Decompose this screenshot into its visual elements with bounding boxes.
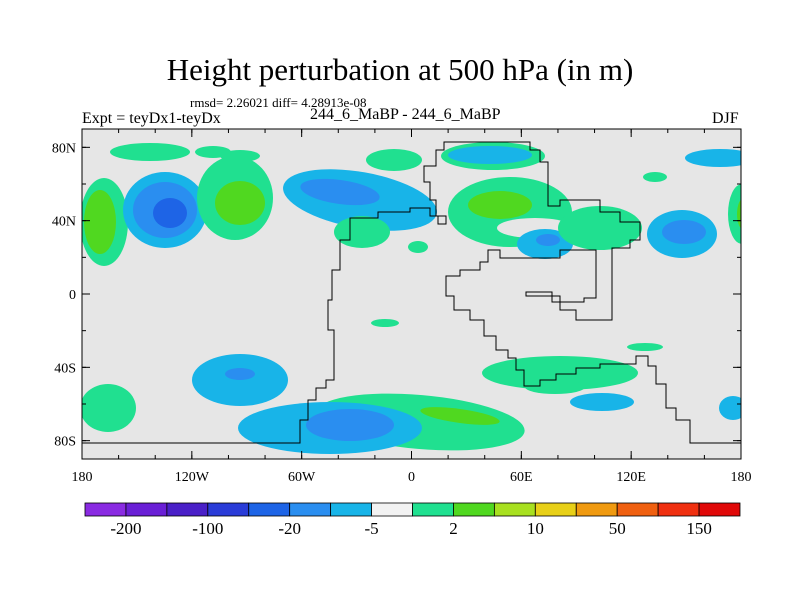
lat-tick-label: 0 — [69, 288, 76, 303]
latitude-axis: 80N 40N 0 40S 80S — [52, 141, 741, 450]
colorbar-swatch — [412, 502, 454, 517]
stats-subtitle: rmsd= 2.26021 diff= 4.28913e-08 — [190, 95, 367, 110]
lon-tick-label: 0 — [408, 470, 415, 485]
lat-tick-label: 80N — [52, 141, 76, 156]
season-label: DJF — [712, 110, 739, 127]
lon-tick-label: 180 — [72, 470, 93, 485]
contour-positive — [110, 143, 190, 161]
colorbar-swatch — [330, 502, 372, 517]
lat-tick-label: 40N — [52, 215, 76, 230]
experiment-label: Expt = teyDx1-teyDx — [82, 110, 221, 127]
colorbar: -200 -100 -20 -5 2 10 50 150 — [84, 502, 741, 538]
contour-positive — [82, 384, 136, 432]
contour-positive — [737, 199, 741, 229]
colorbar-swatch — [166, 502, 209, 517]
colorbar-label: 50 — [609, 519, 626, 538]
lon-tick-label: 180 — [731, 470, 752, 485]
contour-positive — [728, 184, 741, 244]
contour-negative — [719, 396, 741, 420]
lat-tick-label: 40S — [54, 361, 76, 376]
longitude-axis: 180 120W 60W 0 60E 120E 180 — [72, 129, 752, 485]
colorbar-swatch — [534, 502, 577, 517]
contour-negative — [225, 368, 255, 380]
colorbar-swatch — [207, 502, 250, 517]
colorbar-swatch — [493, 502, 536, 517]
colorbar-swatch — [371, 502, 413, 517]
contour-positive — [482, 356, 638, 390]
contour-negative — [536, 234, 560, 246]
colorbar-label: 2 — [449, 519, 458, 538]
lon-tick-label: 60E — [510, 470, 533, 485]
contour-positive — [334, 216, 390, 248]
contour-positive — [558, 206, 642, 250]
contour-positive — [627, 343, 663, 351]
contour-positive — [371, 319, 399, 327]
coastline — [82, 141, 741, 444]
contour-fields — [82, 142, 741, 454]
contour-negative — [300, 178, 380, 206]
colorbar-label: 150 — [686, 519, 712, 538]
colorbar-swatch — [84, 502, 127, 517]
contour-positive — [468, 191, 532, 219]
contour-negative — [662, 220, 706, 244]
colorbar-label: -200 — [110, 519, 141, 538]
colorbar-swatch — [616, 502, 659, 517]
colorbar-swatch — [289, 502, 332, 517]
contour-positive — [84, 190, 116, 254]
contour-negative — [306, 409, 394, 441]
contour-positive — [643, 172, 667, 182]
contour-positive — [525, 380, 585, 394]
plot-title: Height perturbation at 500 hPa (in m) — [166, 52, 634, 87]
colorbar-swatch — [575, 502, 618, 517]
coastlines — [82, 141, 741, 444]
colorbar-swatch — [698, 502, 741, 517]
lon-tick-label: 120W — [175, 470, 210, 485]
colorbar-label: 10 — [527, 519, 544, 538]
lon-tick-label: 60W — [288, 470, 316, 485]
contour-positive — [420, 407, 500, 425]
colorbar-swatch — [248, 502, 291, 517]
colorbar-label: -5 — [364, 519, 378, 538]
contour-negative — [448, 146, 532, 164]
colorbar-swatch — [657, 502, 700, 517]
contour-positive — [215, 181, 265, 225]
contour-negative — [570, 393, 634, 411]
lat-tick-label: 80S — [54, 435, 76, 450]
colorbar-swatch — [453, 502, 495, 517]
contour-positive — [408, 241, 428, 253]
contour-positive — [366, 149, 422, 171]
colorbar-label: -100 — [192, 519, 223, 538]
colorbar-swatch — [125, 502, 168, 517]
center-subtitle: 244_6_MaBP - 244_6_MaBP — [310, 106, 501, 123]
contour-negative — [685, 149, 741, 167]
colorbar-label: -20 — [278, 519, 301, 538]
lon-tick-label: 120E — [616, 470, 646, 485]
contour-negative — [153, 198, 187, 228]
